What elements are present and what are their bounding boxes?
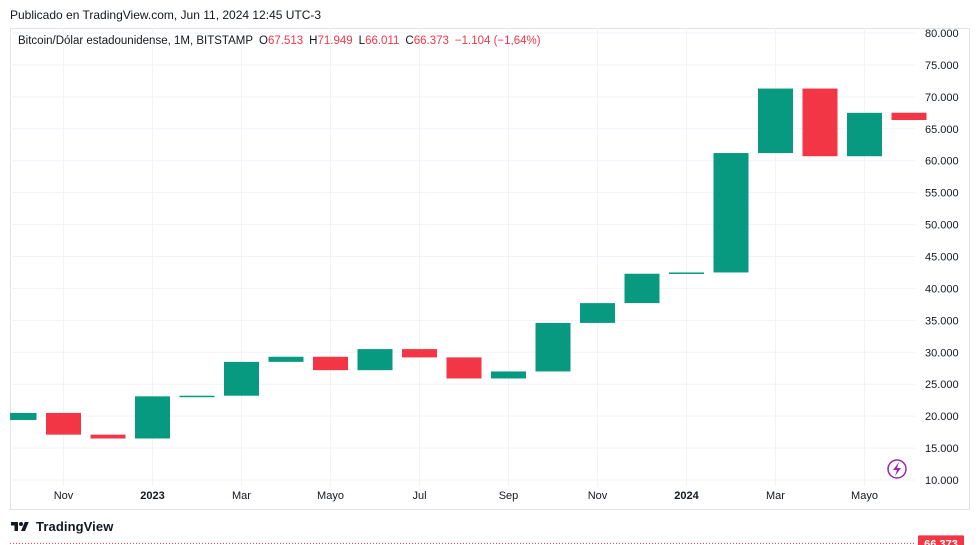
candle-2023-02[interactable] xyxy=(179,395,215,398)
y-tick-label: 30.000 xyxy=(925,347,959,359)
price-tag-bg xyxy=(918,535,964,545)
y-tick-label: 10.000 xyxy=(925,475,959,487)
y-tick-label: 60.000 xyxy=(925,156,959,168)
chart-frame xyxy=(10,28,970,510)
y-tick-label: 20.000 xyxy=(925,411,959,423)
y-tick-label: 15.000 xyxy=(925,443,959,455)
symbol-description: Bitcoin/Dólar estadounidense, 1M, BITSTA… xyxy=(18,35,254,47)
lightning-icon-bolt xyxy=(893,462,901,476)
y-axis: 10.000 15.000 20.000 25.000 30.000 35.000 40.0… xyxy=(925,28,959,487)
low-label: L xyxy=(358,35,366,47)
y-tick-label: 65.000 xyxy=(925,124,959,136)
x-tick-label: Sep xyxy=(499,490,519,502)
x-tick-label: Mayo xyxy=(317,490,344,502)
high-value: 71.949 xyxy=(317,35,353,47)
y-tick-label: 55.000 xyxy=(925,188,959,200)
x-tick-label: Mar xyxy=(232,490,251,502)
x-tick-label: Nov xyxy=(588,490,608,502)
candle-2023-06[interactable] xyxy=(357,349,393,371)
candle-2023-12[interactable] xyxy=(624,273,660,304)
current-price-tag: 66.373 xyxy=(918,535,964,545)
y-tick-label: 70.000 xyxy=(925,92,959,104)
candle-2023-07[interactable] xyxy=(402,349,437,358)
candle-2023-08[interactable] xyxy=(446,357,482,379)
tradingview-brand[interactable]: TradingView xyxy=(10,519,113,534)
tradingview-logo-icon xyxy=(11,521,29,531)
price-tag-label: 66.373 xyxy=(924,538,958,545)
candle-2022-10[interactable] xyxy=(10,412,37,420)
y-tick-label: 40.000 xyxy=(925,283,959,295)
candle-2024-02[interactable] xyxy=(713,153,749,273)
close-label: C xyxy=(405,35,414,47)
candle-2024-01[interactable] xyxy=(669,272,704,274)
change-value: −1.104 (−1,64%) xyxy=(454,35,541,47)
tradingview-wordmark: TradingView xyxy=(36,519,114,534)
lightning-icon[interactable] xyxy=(887,459,907,479)
candles xyxy=(10,88,927,439)
candle-2023-04[interactable] xyxy=(268,356,304,362)
x-tick-label: 2024 xyxy=(674,490,699,502)
x-tick-label: Mayo xyxy=(851,490,878,502)
candle-2022-11[interactable] xyxy=(46,412,81,435)
candle-2024-06[interactable] xyxy=(891,112,927,121)
candle-2022-12[interactable] xyxy=(90,434,126,439)
y-tick-label: 50.000 xyxy=(925,220,959,232)
publish-caption: Publicado en TradingView.com, Jun 11, 20… xyxy=(10,8,322,22)
candle-2024-05[interactable] xyxy=(847,112,882,157)
low-value: 66.011 xyxy=(365,35,400,47)
candle-2023-03[interactable] xyxy=(224,361,259,396)
y-tick-label: 45.000 xyxy=(925,252,959,264)
x-tick-label: Jul xyxy=(412,490,426,502)
y-tick-label: 25.000 xyxy=(925,379,959,391)
y-tick-label: 80.000 xyxy=(925,28,959,40)
high-label: H xyxy=(309,35,318,47)
x-tick-label: Mar xyxy=(766,490,785,502)
x-tick-label: Nov xyxy=(54,490,74,502)
candle-2023-09[interactable] xyxy=(491,371,526,379)
x-tick-label: 2023 xyxy=(140,490,164,502)
y-tick-label: 75.000 xyxy=(925,60,959,72)
x-axis: Nov 2023 Mar Mayo Jul Sep Nov 2024 Mar Mayo xyxy=(54,490,878,502)
candle-2023-01[interactable] xyxy=(135,396,170,439)
open-label: O xyxy=(259,35,268,47)
open-value: 67.513 xyxy=(267,35,304,47)
candle-2024-03[interactable] xyxy=(758,88,793,154)
lightning-icon-ring xyxy=(887,459,907,479)
y-tick-label: 35.000 xyxy=(925,315,959,327)
candle-2023-05[interactable] xyxy=(313,356,348,371)
chart-legend: Bitcoin/Dólar estadounidense, 1M, BITSTA… xyxy=(18,35,541,47)
close-value: 66.373 xyxy=(413,35,449,47)
candle-2023-11[interactable] xyxy=(580,303,615,323)
candle-2023-10[interactable] xyxy=(535,322,571,372)
candle-2024-04[interactable] xyxy=(802,88,838,157)
